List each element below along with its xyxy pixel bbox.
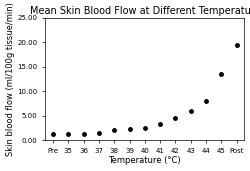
Point xyxy=(82,132,86,135)
Point xyxy=(112,129,116,132)
Point xyxy=(143,126,147,129)
Point xyxy=(97,131,101,134)
Point xyxy=(204,100,208,102)
Point xyxy=(189,109,193,112)
Point xyxy=(235,43,239,46)
Y-axis label: Skin blood flow (ml/100g tissue/min): Skin blood flow (ml/100g tissue/min) xyxy=(6,2,15,156)
Point xyxy=(66,133,70,136)
Point xyxy=(174,117,178,119)
Point xyxy=(128,128,132,131)
Point xyxy=(158,123,162,126)
Title: Mean Skin Blood Flow at Different Temperature: Mean Skin Blood Flow at Different Temper… xyxy=(30,5,250,16)
Point xyxy=(51,133,55,136)
X-axis label: Temperature (°C): Temperature (°C) xyxy=(108,156,181,166)
Point xyxy=(220,73,224,75)
